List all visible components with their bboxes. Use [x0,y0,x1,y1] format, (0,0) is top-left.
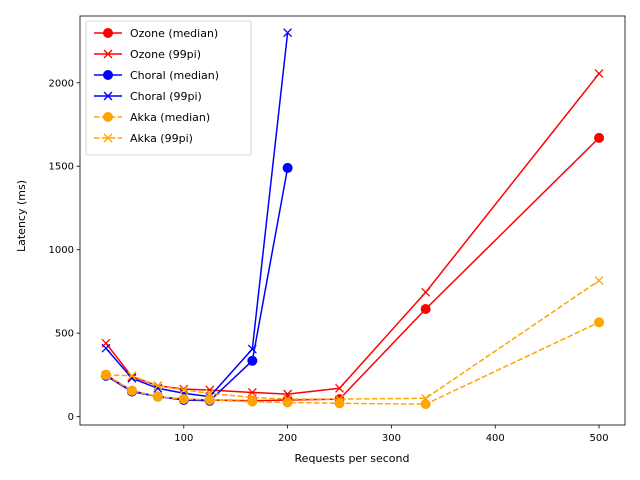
data-point [420,303,431,314]
data-point [283,394,293,404]
data-point [205,388,215,398]
x-tick-label: 500 [590,433,609,444]
legend-label: Ozone (median) [130,27,218,40]
legend-item: Ozone (99pi) [94,48,201,61]
legend-marker [103,112,113,122]
legend-label: Akka (99pi) [130,132,193,145]
legend-box [85,20,252,156]
series-5 [101,276,604,404]
data-point [247,396,258,407]
plot-frame [79,15,626,426]
data-point [178,394,189,405]
x-tick-label: 300 [382,433,401,444]
x-axis-label: Requests per second [295,452,410,465]
data-point [101,370,111,380]
x-tick-label: 100 [174,433,193,444]
plot-area [100,28,605,410]
data-point [282,397,293,408]
legend-item: Choral (median) [94,69,219,82]
series-line [105,321,600,405]
series-line [105,167,289,402]
series-2 [100,162,293,406]
x-tick-label: 200 [278,433,297,444]
data-point [283,28,293,38]
legend-label: Akka (median) [130,111,210,124]
y-tick-label: 0 [68,412,74,423]
legend-marker [103,28,113,38]
y-tick-label: 1000 [49,245,74,256]
data-point [153,381,163,391]
data-point [594,317,605,328]
data-point [247,355,258,366]
y-tick-label: 500 [55,329,74,340]
data-point [247,392,257,402]
legend-label: Choral (99pi) [130,90,202,103]
data-point [335,394,344,404]
data-point [152,391,163,402]
data-point [594,69,604,79]
data-point [282,162,293,173]
data-point [126,385,137,396]
series-4 [100,317,605,410]
axes: 100 200 300 400 500 0 500 1000 1500 2000 [49,15,626,444]
legend-item: Akka (median) [94,111,210,124]
data-point [594,276,604,286]
data-point [247,344,257,354]
legend-marker [103,91,113,101]
data-point [421,287,431,297]
legend: Ozone (median) Ozone (99pi) Choral (median… [85,20,252,156]
data-point [204,394,215,405]
data-point [421,393,431,403]
series-line [105,279,600,400]
y-tick-label: 1500 [49,162,74,173]
legend-item: Akka (99pi) [94,132,193,145]
data-point [594,132,605,143]
legend-label: Ozone (99pi) [130,48,201,61]
legend-marker [103,49,113,59]
data-point [420,399,431,410]
y-tick-label: 2000 [49,78,74,89]
legend-marker [103,133,113,143]
data-point [127,373,137,383]
legend-item: Choral (99pi) [94,90,202,103]
data-point [101,343,111,353]
legend-item: Ozone (median) [94,27,218,40]
y-axis-label: Latency (ms) [15,180,28,252]
series-0 [100,132,605,406]
data-point [335,383,344,393]
data-point [334,398,345,409]
x-tick-label: 400 [486,433,505,444]
data-point [179,385,189,395]
legend-marker [103,70,113,80]
legend-label: Choral (median) [130,69,219,82]
series-line [105,137,600,402]
data-point [127,371,137,381]
